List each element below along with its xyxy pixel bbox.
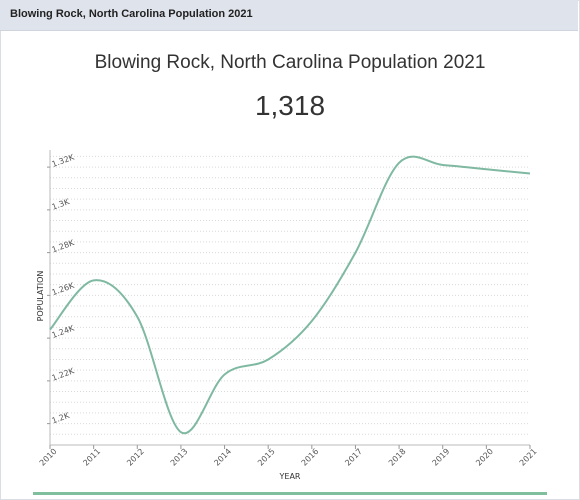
grid-lines	[50, 155, 530, 446]
chart-title: Blowing Rock, North Carolina Population …	[94, 52, 486, 73]
data-point	[266, 357, 270, 361]
x-tick-label: 2010	[38, 447, 59, 468]
data-point	[397, 161, 401, 165]
y-tick-label: 1.28K	[51, 238, 76, 255]
x-tick-label: 2011	[81, 447, 102, 468]
x-tick-label: 2019	[431, 447, 452, 468]
x-tick-label: 2013	[169, 447, 190, 468]
data-point	[528, 172, 532, 176]
x-tick-label: 2018	[387, 447, 408, 468]
x-tick-label: 2021	[518, 447, 539, 468]
x-tick-label: 2017	[343, 447, 364, 468]
data-point	[92, 278, 96, 282]
x-tick-label: 2012	[125, 447, 146, 468]
data-point	[135, 315, 139, 319]
y-axis-title: POPULATION	[36, 271, 45, 322]
data-point	[223, 372, 227, 376]
population-series-line	[49, 155, 531, 435]
y-tick-label: 1.26K	[51, 281, 76, 298]
data-point	[48, 328, 52, 332]
header-bar: Blowing Rock, North Carolina Population …	[0, 0, 578, 31]
data-points	[48, 161, 532, 434]
data-point	[179, 430, 183, 434]
y-tick-label: 1.22K	[51, 366, 76, 383]
data-point	[484, 167, 488, 171]
y-tick-label: 1.32K	[51, 152, 76, 169]
data-point	[441, 163, 445, 167]
x-axis-ticks: 2010 2011 2012 2013 2014 2015 2016 2017 2018 2019…	[38, 445, 539, 468]
data-point	[353, 251, 357, 255]
footer-accent-bar	[33, 492, 547, 495]
y-tick-label: 1.24K	[51, 323, 76, 340]
x-axis-title: YEAR	[279, 472, 301, 481]
x-tick-label: 2015	[256, 447, 277, 468]
x-tick-label: 2014	[212, 447, 233, 468]
header-title: Blowing Rock, North Carolina Population …	[10, 8, 253, 20]
headline-value: 1,318	[254, 90, 326, 121]
axes	[49, 150, 530, 446]
data-point	[310, 319, 314, 323]
x-tick-label: 2020	[474, 447, 495, 468]
x-tick-label: 2016	[300, 447, 321, 468]
